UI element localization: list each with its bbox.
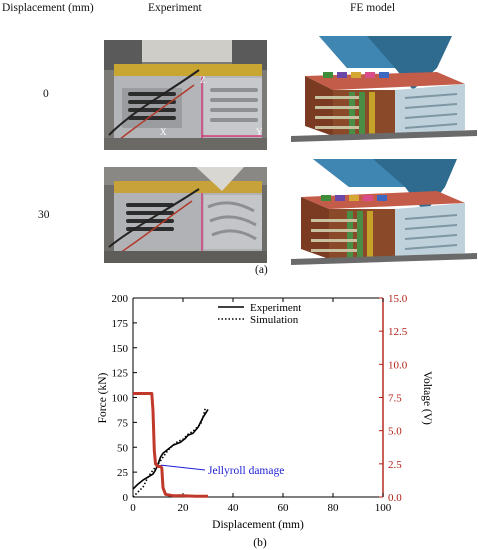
legend-label-experiment: Experiment	[250, 302, 301, 314]
experiment-photo-0mm: Z X Y	[104, 40, 267, 150]
y-tick-label: 100	[112, 393, 129, 405]
y2-tick-label: 0.0	[388, 492, 402, 504]
series-voltage	[133, 392, 208, 498]
row-label-30mm: 30	[38, 209, 50, 221]
y2-tick-label: 10.0	[388, 359, 408, 371]
y2-tick-label: 7.5	[388, 393, 402, 405]
x-tick-label: 80	[328, 502, 340, 514]
chart-ticks: 0 20 40 60 80 100 0 25 50 75 100 125 150 175 200 0.0 2.5…	[112, 293, 408, 514]
y-tick-label: 200	[112, 293, 129, 305]
y-tick-label: 50	[117, 442, 129, 454]
y-axis-label: Force (kN)	[97, 372, 109, 423]
experiment-column-header: Experiment	[148, 2, 202, 14]
y2-axis-label: Voltage (V)	[421, 371, 433, 425]
fe-model-0mm	[291, 36, 477, 142]
legend-label-simulation: Simulation	[250, 314, 299, 326]
x-tick-label: 0	[130, 502, 136, 514]
displacement-column-header: Displacement (mm)	[2, 2, 94, 14]
x-tick-label: 20	[178, 502, 190, 514]
y2-tick-label: 2.5	[388, 459, 402, 471]
fe-model-30mm	[291, 159, 477, 265]
x-tick-label: 60	[278, 502, 290, 514]
y-tick-label: 25	[117, 467, 129, 479]
series-experiment	[132, 408, 209, 490]
chart-series	[132, 392, 209, 498]
x-tick-label: 100	[375, 502, 392, 514]
annotation-jellyroll-damage: Jellyroll damage	[208, 465, 284, 477]
panel-b-caption: (b)	[253, 537, 267, 549]
fe-model-column-header: FE model	[350, 2, 396, 14]
row-label-0mm: 0	[43, 88, 49, 100]
series-simulation	[132, 407, 207, 498]
photo-axis-x: X	[160, 127, 167, 137]
y2-tick-label: 12.5	[388, 326, 408, 338]
experiment-photo-30mm	[104, 167, 267, 263]
annotation-leader-line	[160, 464, 206, 471]
x-axis-label: Displacement (mm)	[212, 519, 304, 531]
photo-axis-z: Z	[200, 75, 206, 85]
y-tick-label: 175	[112, 318, 129, 330]
chart-annotation: Jellyroll damage	[160, 464, 284, 477]
y-tick-label: 125	[112, 368, 129, 380]
y-tick-label: 150	[112, 343, 129, 355]
panel-a-caption: (a)	[255, 264, 268, 276]
y-tick-label: 0	[123, 492, 129, 504]
y2-tick-label: 5.0	[388, 426, 402, 438]
y2-tick-label: 15.0	[388, 293, 408, 305]
y-tick-label: 75	[117, 417, 129, 429]
x-tick-label: 40	[228, 502, 240, 514]
force-voltage-chart: 0 20 40 60 80 100 0 25 50 75 100 125 150 175 200 0.0 2.5…	[97, 293, 433, 549]
photo-axis-y: Y	[256, 127, 263, 137]
